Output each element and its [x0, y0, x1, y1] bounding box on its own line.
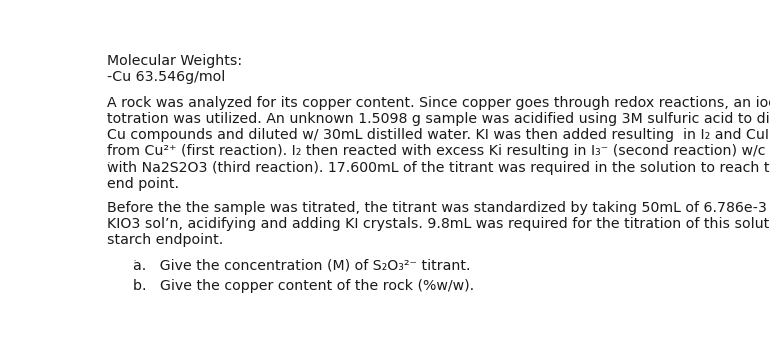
Text: totration was utilized. An unknown 1.5098 g sample was acidified using 3M sulfur: totration was utilized. An unknown 1.509… — [107, 112, 770, 126]
Text: a.   Give the concentration (M) of S₂O₃²⁻ titrant.: a. Give the concentration (M) of S₂O₃²⁻ … — [133, 259, 470, 273]
Text: Cu compounds and diluted w/ 30mL distilled water. KI was then added resulting  i: Cu compounds and diluted w/ 30mL distill… — [107, 128, 770, 142]
Text: A rock was analyzed for its copper content. Since copper goes through redox reac: A rock was analyzed for its copper conte… — [107, 96, 770, 110]
Text: Molecular Weights:: Molecular Weights: — [107, 54, 242, 68]
Text: KIO3 sol’n, acidifying and adding KI crystals. 9.8mL was required for the titrat: KIO3 sol’n, acidifying and adding KI cry… — [107, 217, 770, 231]
Text: end point.: end point. — [107, 177, 179, 191]
Text: -Cu 63.546g/mol: -Cu 63.546g/mol — [107, 70, 226, 84]
Text: from Cu²⁺ (first reaction). I₂ then reacted with excess Ki resulting in I₃⁻ (sec: from Cu²⁺ (first reaction). I₂ then reac… — [107, 145, 770, 159]
Text: Before the the sample was titrated, the titrant was standardized by taking 50mL : Before the the sample was titrated, the … — [107, 201, 770, 215]
Text: with Na2S2O3 (third reaction). 17.600mL of the titrant was required in the solut: with Na2S2O3 (third reaction). 17.600mL … — [107, 161, 770, 175]
Text: starch endpoint.: starch endpoint. — [107, 233, 223, 247]
Text: b.   Give the copper content of the rock (%w/w).: b. Give the copper content of the rock (… — [133, 279, 474, 293]
